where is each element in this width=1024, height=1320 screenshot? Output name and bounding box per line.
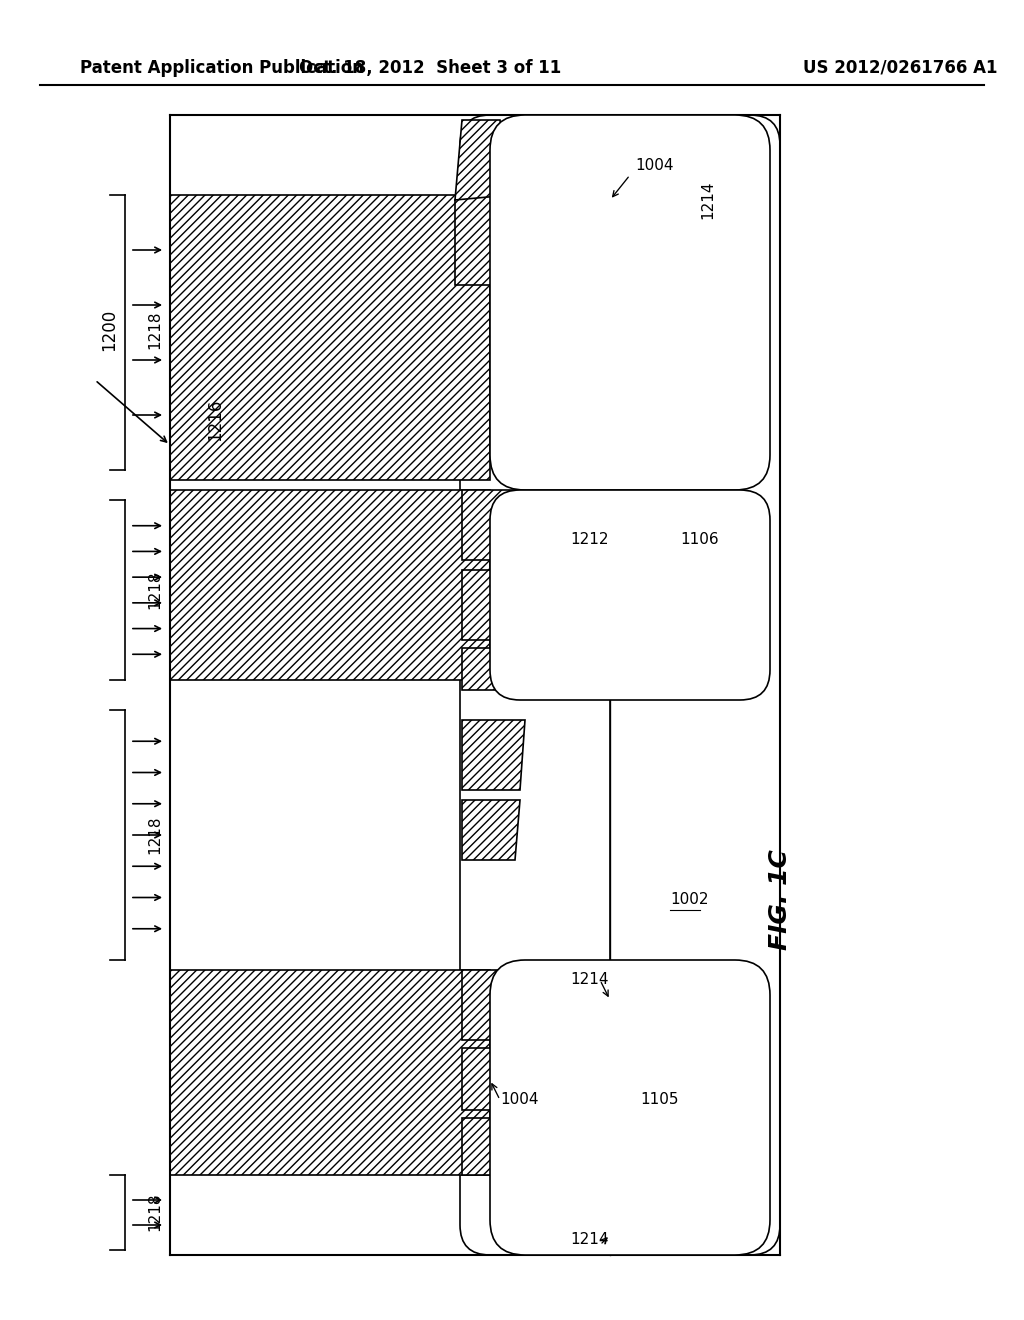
- Polygon shape: [462, 719, 525, 789]
- Text: 1214: 1214: [570, 973, 608, 987]
- Text: 1004: 1004: [500, 1093, 539, 1107]
- Text: Patent Application Publication: Patent Application Publication: [80, 59, 364, 77]
- Bar: [170, 970, 490, 1175]
- Bar: [170, 490, 490, 680]
- Polygon shape: [462, 970, 530, 1040]
- FancyBboxPatch shape: [490, 115, 770, 490]
- Text: 1106: 1106: [680, 532, 719, 548]
- Text: FIG. 1C: FIG. 1C: [768, 850, 792, 950]
- Text: 1200: 1200: [100, 309, 118, 351]
- Polygon shape: [462, 1048, 520, 1110]
- Text: 1212: 1212: [570, 532, 608, 548]
- Text: 1105: 1105: [640, 1093, 679, 1107]
- Polygon shape: [462, 800, 520, 861]
- Polygon shape: [462, 570, 525, 640]
- Polygon shape: [462, 1118, 515, 1175]
- Polygon shape: [455, 120, 510, 201]
- Polygon shape: [455, 195, 510, 285]
- Text: 1004: 1004: [635, 157, 674, 173]
- Text: 1218: 1218: [147, 570, 163, 610]
- Text: 1218: 1218: [147, 310, 163, 350]
- Polygon shape: [462, 490, 540, 560]
- Text: 1002: 1002: [670, 892, 709, 908]
- Polygon shape: [510, 120, 560, 190]
- Text: 1218: 1218: [147, 1193, 163, 1232]
- FancyBboxPatch shape: [460, 115, 780, 1255]
- Bar: [170, 195, 490, 480]
- FancyBboxPatch shape: [490, 960, 770, 1255]
- Text: US 2012/0261766 A1: US 2012/0261766 A1: [803, 59, 997, 77]
- Text: Oct. 18, 2012  Sheet 3 of 11: Oct. 18, 2012 Sheet 3 of 11: [299, 59, 561, 77]
- FancyBboxPatch shape: [490, 490, 770, 700]
- Text: 1214: 1214: [570, 1233, 608, 1247]
- Text: 1218: 1218: [147, 816, 163, 854]
- Polygon shape: [462, 648, 515, 690]
- Text: 1214: 1214: [700, 181, 715, 219]
- Text: 1216: 1216: [206, 399, 224, 441]
